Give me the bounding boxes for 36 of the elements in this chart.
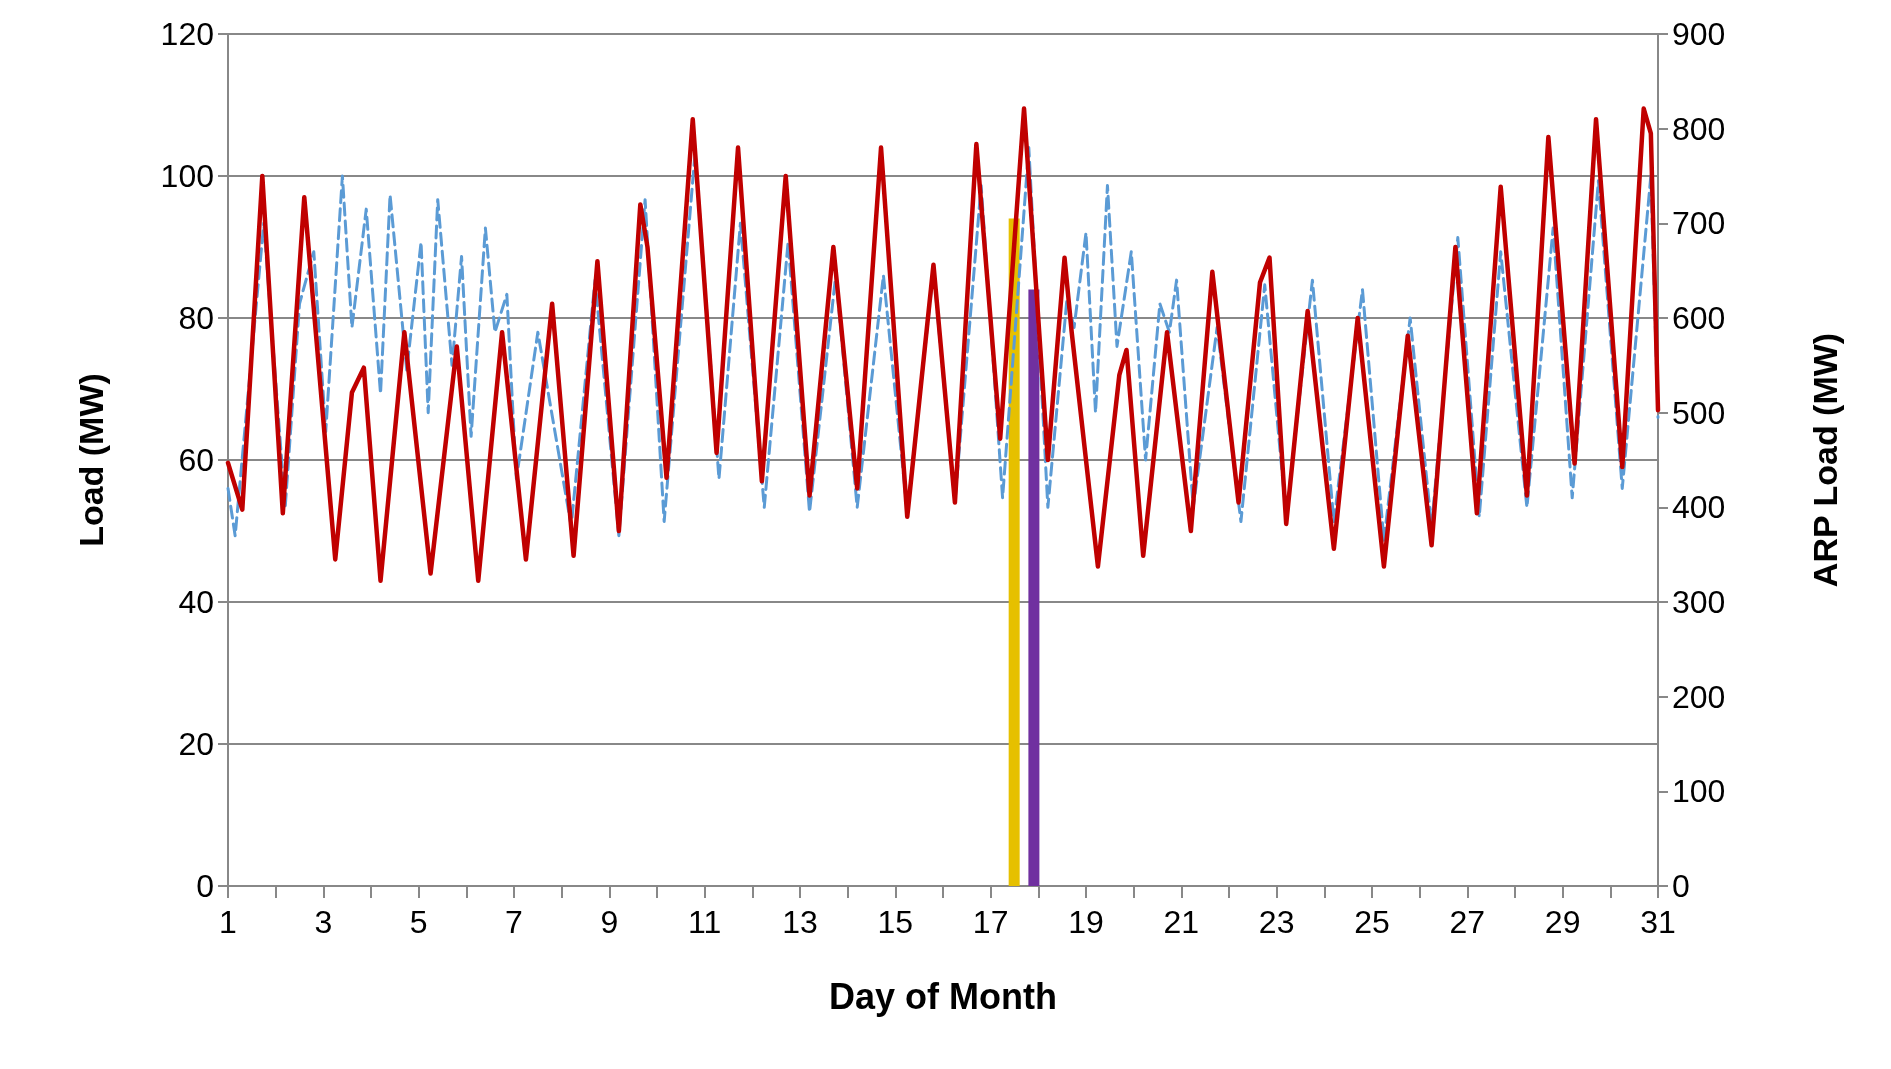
x-tick-label: 21 — [1163, 904, 1200, 940]
y-tick-label: 120 — [160, 16, 214, 52]
x-axis-title: Day of Month — [829, 975, 1057, 1017]
y-tick-label: 0 — [196, 868, 214, 904]
y-tick-label: 60 — [178, 442, 214, 478]
x-tick-label: 27 — [1449, 904, 1486, 940]
y2-tick-label: 600 — [1672, 300, 1726, 336]
y2-axis-title: ARP Load (MW) — [1806, 332, 1844, 588]
x-tick-label: 25 — [1354, 904, 1390, 940]
y2-tick-label: 0 — [1672, 868, 1690, 904]
y2-tick-label: 500 — [1672, 394, 1726, 431]
y-tick-label: 100 — [160, 158, 214, 194]
x-tick-label: 17 — [972, 904, 1009, 940]
x-tick-label: 31 — [1640, 904, 1676, 940]
y2-tick-label: 800 — [1672, 110, 1726, 147]
x-tick-label: 15 — [877, 904, 914, 940]
y2-tick-label: 700 — [1672, 205, 1726, 242]
y2-tick-label: 200 — [1672, 678, 1726, 715]
y-tick-label: 20 — [178, 726, 214, 762]
y2-tick-label: 100 — [1672, 773, 1726, 810]
x-tick-label: 7 — [505, 904, 523, 940]
x-tick-label: 3 — [314, 904, 333, 940]
y-tick-label: 80 — [178, 300, 214, 336]
y2-tick-label: 400 — [1672, 489, 1726, 526]
x-tick-label: 5 — [409, 904, 428, 940]
y2-tick-label: 900 — [1672, 16, 1726, 52]
x-tick-label: 13 — [782, 904, 818, 940]
x-tick-label: 19 — [1068, 904, 1104, 940]
x-tick-label: 1 — [219, 904, 237, 940]
x-tick-label: 29 — [1544, 904, 1581, 940]
x-tick-label: 11 — [688, 904, 722, 940]
x-tick-label: 23 — [1258, 904, 1295, 940]
y-axis-title: Load (MW) — [72, 373, 110, 547]
y-tick-label: 40 — [178, 584, 214, 620]
y2-tick-label: 300 — [1672, 584, 1726, 620]
x-tick-label: 9 — [600, 904, 619, 940]
